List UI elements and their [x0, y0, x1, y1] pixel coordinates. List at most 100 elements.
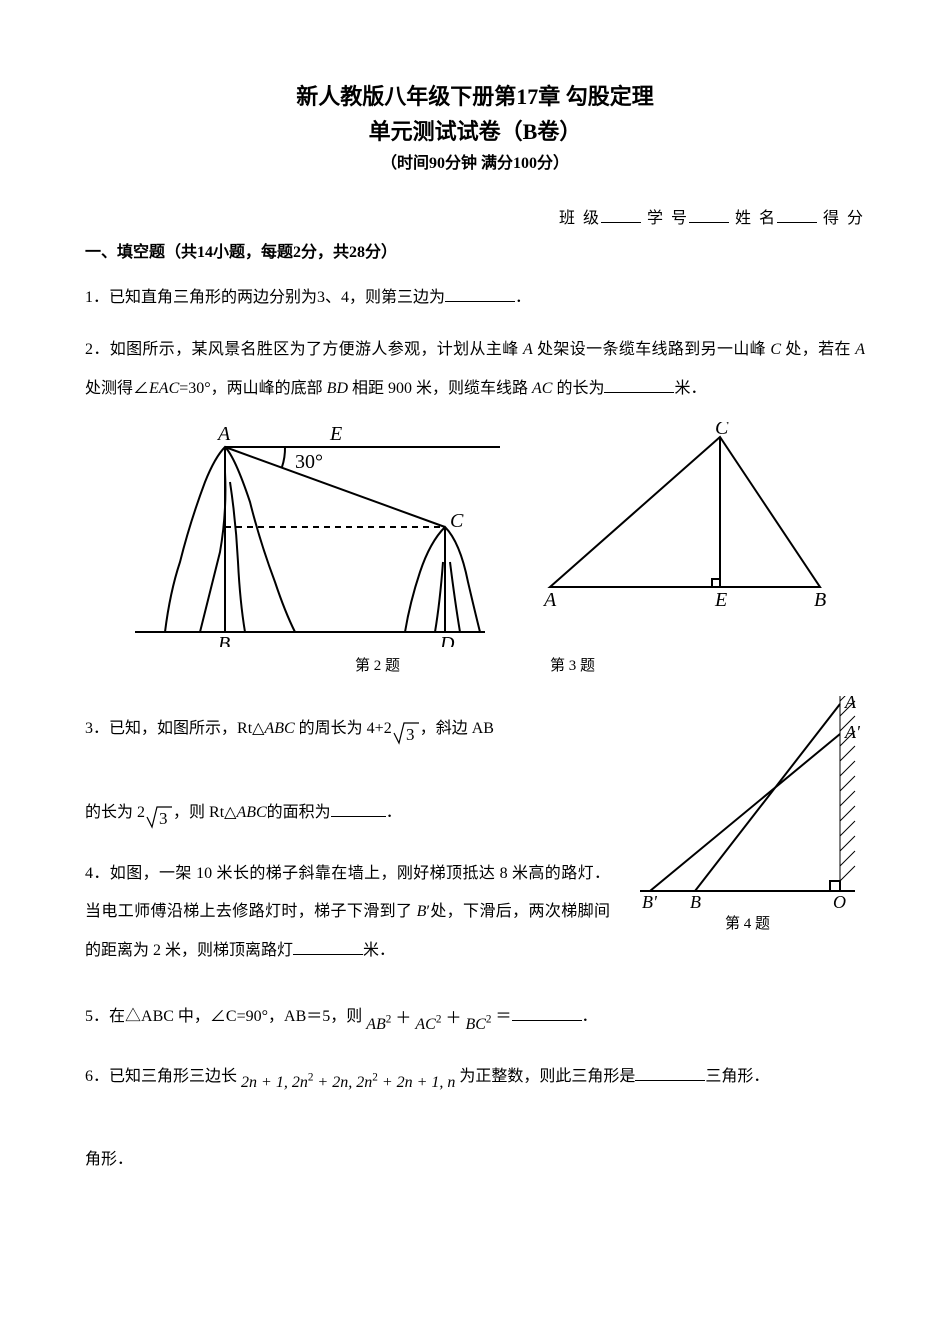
- fig4-caption: 第 4 题: [630, 913, 865, 936]
- fig3-E: E: [714, 589, 727, 611]
- q3-te: ，则 Rt△: [173, 804, 236, 821]
- q3-q4-block: 3．已知，如图所示，Rt△ABC 的周长为 4+23，斜边 AB 的长为 23，…: [85, 696, 865, 984]
- fig4-A: A: [844, 696, 857, 712]
- q5-s2: 2: [436, 1014, 442, 1026]
- fig4-Bp: B': [642, 892, 658, 911]
- fig4-O: O: [833, 892, 846, 911]
- q2-AC: AC: [532, 380, 552, 397]
- q5-p1: ＋: [395, 1010, 411, 1027]
- fig3-C: C: [715, 422, 729, 439]
- q3-tb: 的周长为 4+2: [295, 720, 392, 737]
- q3-sqrt2: 3: [145, 802, 173, 840]
- figure-4: A A' B' B O: [630, 696, 865, 911]
- q2-num: 2．: [85, 341, 110, 358]
- fig2-C: C: [450, 510, 464, 532]
- q2-blank: [604, 376, 674, 393]
- q2-EAC: EAC: [149, 380, 179, 397]
- class-label: 班 级: [559, 210, 601, 227]
- question-2: 2．如图所示，某风景名胜区为了方便游人参观，计划从主峰 A 处架设一条缆车线路到…: [85, 331, 865, 408]
- q3-num: 3．: [85, 720, 109, 737]
- q5-p2: ＋: [445, 1010, 461, 1027]
- q2-C: C: [770, 341, 781, 358]
- q2-A: A: [523, 341, 533, 358]
- q1-blank: [445, 285, 515, 302]
- figure-4-wrap: A A' B' B O 第 4 题: [630, 696, 865, 936]
- question-5: 5．在△ABC 中，∠C=90°，AB＝5，则 AB2 ＋ AC2 ＋ BC2 …: [85, 998, 865, 1044]
- q4-blank: [293, 938, 363, 955]
- q6-ta: 已知三角形三边长: [109, 1068, 237, 1085]
- q5-tb: ．: [582, 1008, 598, 1025]
- fig2-A: A: [216, 423, 231, 445]
- fig4-Ap: A': [844, 722, 861, 742]
- q2-BD: BD: [327, 380, 348, 397]
- student-info-row: 班 级 学 号 姓 名 得 分: [85, 206, 865, 231]
- q5-ta: 在△ABC 中，∠C=90°，AB＝5，则: [109, 1008, 362, 1025]
- fig2-E: E: [329, 423, 342, 445]
- q2-tf: 相距 900 米，则缆车线路: [348, 380, 532, 397]
- q2-A2: A: [855, 341, 865, 358]
- fig3-caption: 第 3 题: [550, 655, 595, 678]
- score-label: 得 分: [823, 210, 865, 227]
- q5-BC: BC: [465, 1016, 485, 1033]
- q4-Bp: B: [417, 903, 427, 920]
- q2-tb: 处架设一条缆车线路到另一山峰: [533, 341, 771, 358]
- title-block: 新人教版八年级下册第17章 勾股定理 单元测试试卷（B卷） （时间90分钟 满分…: [85, 80, 865, 176]
- id-label: 学 号: [647, 210, 689, 227]
- q2-te: =30°，两山峰的底部: [179, 380, 326, 397]
- title-line-1: 新人教版八年级下册第17章 勾股定理: [85, 80, 865, 113]
- q3-ABC: ABC: [264, 720, 294, 737]
- fig2-angle: 30°: [295, 451, 323, 473]
- q1-text-a: 已知直角三角形的两边分别为3、4，则第三边为: [109, 289, 445, 306]
- q2-ta: 如图所示，某风景名胜区为了方便游人参观，计划从主峰: [110, 341, 523, 358]
- fig2-caption: 第 2 题: [355, 655, 400, 678]
- name-label: 姓 名: [735, 210, 777, 227]
- q4-tc: 米．: [363, 942, 395, 959]
- q5-num: 5．: [85, 1008, 109, 1025]
- fig3-A: A: [542, 589, 557, 611]
- q3-tc: ，斜边 AB: [420, 720, 494, 737]
- class-blank: [601, 206, 641, 223]
- q3-tg: ．: [386, 804, 402, 821]
- svg-text:3: 3: [406, 725, 415, 744]
- question-1: 1．已知直角三角形的两边分别为3、4，则第三边为 ．: [85, 279, 865, 317]
- fig2-B: B: [218, 633, 230, 647]
- q3-td: 的长为 2: [85, 804, 145, 821]
- q6-num: 6．: [85, 1068, 109, 1085]
- q5-blank: [512, 1004, 582, 1021]
- fig3-B: B: [814, 589, 826, 611]
- name-blank: [777, 206, 817, 223]
- q6-tb: 为正整数，则此三角形是: [459, 1068, 635, 1085]
- q2-tc: 处，若在: [781, 341, 855, 358]
- q4-num: 4．: [85, 865, 110, 882]
- q3-tf: 的面积为: [267, 804, 331, 821]
- title-line-3: （时间90分钟 满分100分）: [85, 152, 865, 176]
- q5-eq: ＝: [496, 1008, 512, 1025]
- q2-th: 米．: [674, 380, 706, 397]
- title-line-2: 单元测试试卷（B卷）: [85, 115, 865, 148]
- q5-s1: 2: [386, 1014, 392, 1026]
- q1-text-b: ．: [515, 289, 531, 306]
- question-3: 3．已知，如图所示，Rt△ABC 的周长为 4+23，斜边 AB 的长为 23，…: [85, 710, 610, 841]
- q2-td: 处测得∠: [85, 380, 149, 397]
- figure-2: A E C B D 30°: [110, 422, 500, 647]
- question-4: 4．如图，一架 10 米长的梯子斜靠在墙上，刚好梯顶抵达 8 米高的路灯．当电工…: [85, 855, 610, 970]
- q6-tc: 三角形．: [705, 1068, 769, 1085]
- question-6: 6．已知三角形三边长 2n + 1, 2n2 + 2n, 2n2 + 2n + …: [85, 1058, 865, 1179]
- fig2-D: D: [439, 633, 455, 647]
- q3-ta: 已知，如图所示，Rt△: [109, 720, 264, 737]
- section-1-header: 一、填空题（共14小题，每题2分，共28分）: [85, 241, 865, 265]
- q5-AC: AC: [415, 1016, 435, 1033]
- q3-blank: [331, 800, 386, 817]
- q2-tg: 的长为: [552, 380, 604, 397]
- q5-s3: 2: [486, 1014, 492, 1026]
- q6-expr: 2n + 1, 2n2 + 2n, 2n2 + 2n + 1, n: [241, 1074, 459, 1091]
- q3-sqrt1: 3: [392, 718, 420, 756]
- q1-num: 1．: [85, 289, 109, 306]
- id-blank: [689, 206, 729, 223]
- figure-row-2-3: A E C B D 30° A E B C: [85, 422, 865, 647]
- svg-text:3: 3: [159, 809, 168, 828]
- fig4-B: B: [690, 892, 701, 911]
- q6-blank: [635, 1064, 705, 1081]
- q3-ABC2: ABC: [236, 804, 266, 821]
- q5-AB: AB: [366, 1016, 386, 1033]
